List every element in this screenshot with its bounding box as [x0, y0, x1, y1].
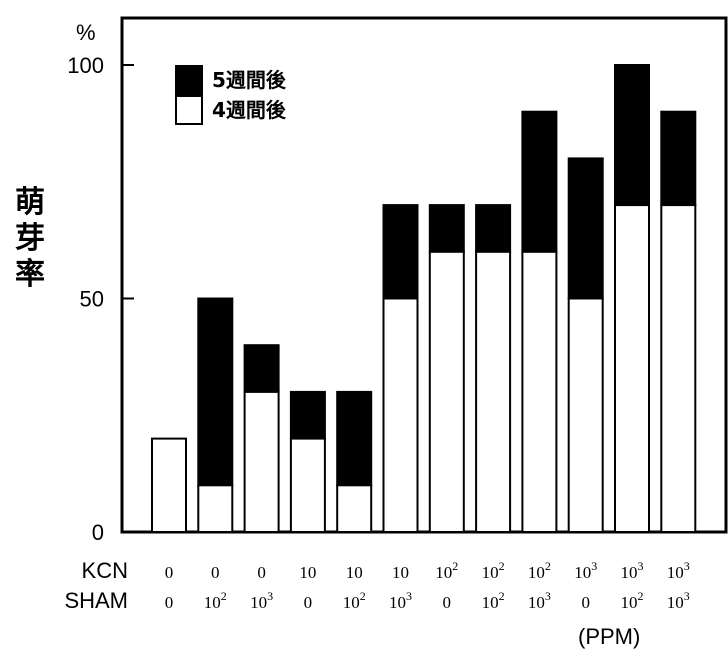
bar-4-weeks — [151, 437, 187, 534]
y-tick-label: 100 — [67, 53, 104, 78]
legend-swatch — [175, 95, 203, 125]
plot-frame — [120, 16, 728, 534]
bar-5-weeks — [521, 110, 558, 253]
bar-4-weeks — [521, 250, 558, 534]
bar-4-weeks — [243, 390, 280, 533]
y-axis-title-char: 萌 — [15, 185, 45, 220]
x-tick-label: 102 — [482, 589, 505, 612]
y-axis-title: 萌芽率 — [15, 185, 45, 292]
y-axis: 0 50 100 — [67, 53, 134, 545]
x-tick-label: 103 — [389, 589, 412, 612]
bar-4-weeks — [289, 437, 326, 534]
bar-4-weeks — [475, 250, 512, 534]
x-tick-label: 0 — [257, 563, 266, 582]
y-tick-label: 0 — [92, 520, 104, 545]
x-tick-label: 0 — [165, 563, 174, 582]
x-tick-label: 103 — [621, 559, 644, 582]
y-axis-title-char: 芽 — [15, 221, 45, 256]
x-tick-label: 103 — [250, 589, 273, 612]
x-tick-label: 0 — [165, 593, 174, 612]
x-tick-label: 10 — [299, 563, 316, 582]
bar-5-weeks — [614, 64, 650, 207]
x-tick-label: 0 — [443, 593, 452, 612]
x-tick-label: 103 — [528, 589, 551, 612]
y-tick-label: 50 — [80, 287, 104, 312]
bar-5-weeks — [243, 344, 280, 393]
y-axis-title-char: 率 — [15, 257, 45, 292]
x-tick-label: 102 — [528, 559, 551, 582]
x-unit-label: (PPM) — [578, 624, 640, 649]
legend-swatch — [175, 65, 203, 95]
bar-4-weeks — [382, 297, 419, 533]
x-axis-labels: KCN SHAM 0 0 0 102 0 103 10 0 10 102 10 103 102 0 102 102… — [64, 558, 689, 613]
legend-label: 5週間後 — [212, 68, 287, 92]
x-tick-label: 0 — [211, 563, 220, 582]
x-row-label: KCN — [82, 558, 128, 583]
x-tick-label: 102 — [343, 589, 366, 612]
bar-4-weeks — [336, 484, 373, 533]
bar-5-weeks — [428, 204, 465, 253]
x-tick-label: 102 — [435, 559, 458, 582]
x-tick-label: 102 — [621, 589, 644, 612]
x-tick-label: 10 — [346, 563, 363, 582]
x-tick-label: 102 — [204, 589, 227, 612]
x-tick-label: 0 — [581, 593, 590, 612]
bar-5-weeks — [336, 390, 373, 487]
x-tick-label: 103 — [667, 589, 690, 612]
legend: 5週間後 4週間後 — [175, 65, 287, 125]
x-tick-label: 103 — [667, 559, 690, 582]
x-tick-label: 10 — [392, 563, 409, 582]
bar-4-weeks — [660, 204, 697, 533]
x-tick-label: 102 — [482, 559, 505, 582]
bar-4-weeks — [197, 484, 234, 533]
legend-label: 4週間後 — [212, 98, 287, 122]
bar-5-weeks — [289, 390, 326, 440]
bar-4-weeks — [567, 297, 604, 533]
x-tick-label: 103 — [574, 559, 597, 582]
bar-5-weeks — [475, 204, 512, 253]
bar-5-weeks — [660, 110, 697, 207]
bar-4-weeks — [428, 250, 465, 534]
bar-4-weeks — [614, 204, 650, 533]
bar-5-weeks — [197, 297, 234, 487]
bar-5-weeks — [382, 204, 419, 300]
bars-group — [151, 64, 697, 534]
x-row-label: SHAM — [64, 588, 128, 613]
y-unit-label: % — [76, 20, 96, 45]
bar-5-weeks — [567, 157, 604, 300]
x-tick-label: 0 — [304, 593, 313, 612]
y-axis-title-text: 萌芽率 — [15, 185, 45, 292]
